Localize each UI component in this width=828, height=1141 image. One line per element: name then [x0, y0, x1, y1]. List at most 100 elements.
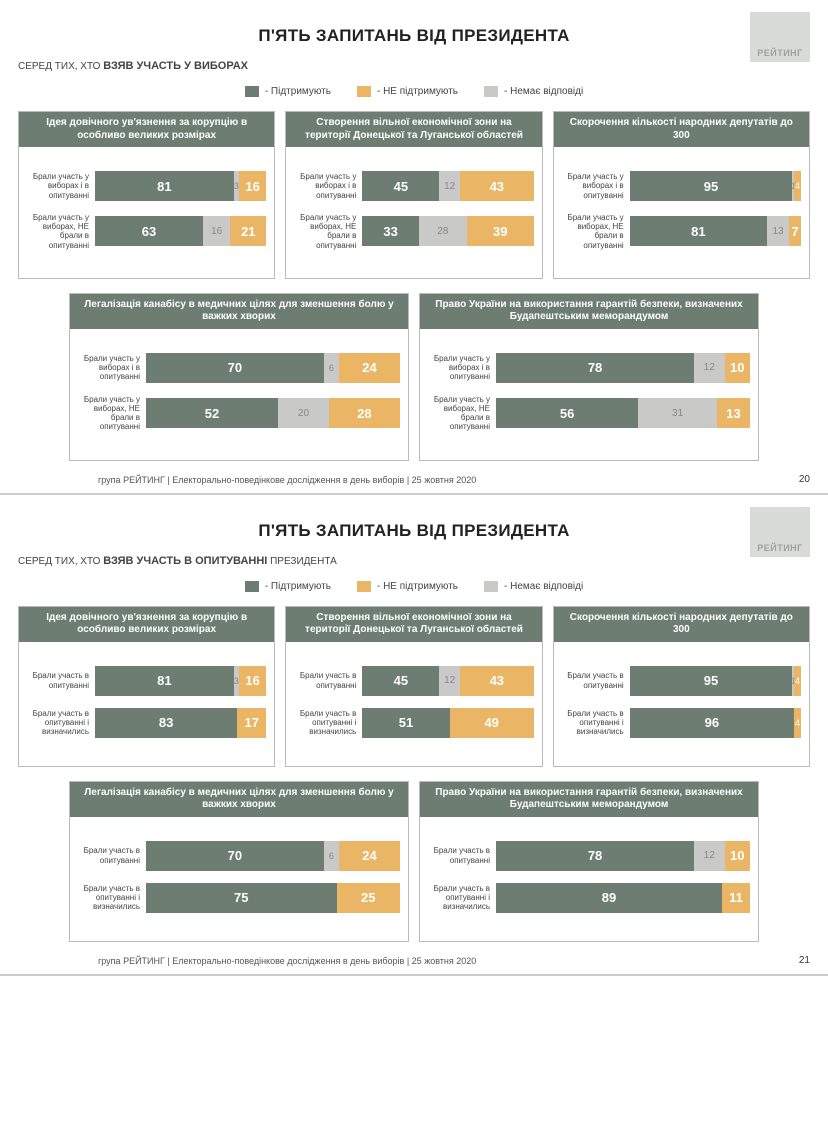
bar-row-label: Брали участь у виборах і в опитуванні — [558, 172, 630, 200]
swatch-support — [245, 86, 259, 97]
bar-row-label: Брали участь в опитуванні і визначились — [424, 884, 496, 912]
legend-support: - Підтримують — [245, 581, 331, 592]
bar-track: 70 6 24 — [146, 353, 400, 383]
bar-segment-neutral: 20 — [278, 398, 329, 428]
chart-title: Скорочення кількості народних депутатів … — [554, 112, 809, 147]
bar-segment-neutral: 12 — [694, 353, 724, 383]
bar-row-label: Брали участь в опитуванні і визначились — [74, 884, 146, 912]
chart-title: Право України на використання гарантій б… — [420, 294, 758, 329]
bar-track: 33 28 39 — [362, 216, 533, 246]
chart-body: Брали участь в опитуванні 81 3 16 Брали … — [19, 642, 274, 766]
bar-track: 95 1 4 — [630, 171, 801, 201]
bar-row-label: Брали участь у виборах і в опитуванні — [290, 172, 362, 200]
bar-segment-support: 52 — [146, 398, 278, 428]
bar-row: Брали участь у виборах, НЕ брали в опиту… — [23, 213, 266, 250]
bar-segment-support: 95 — [630, 666, 793, 696]
charts-row-bottom: Легалізація канабісу в медичних цілях дл… — [18, 293, 810, 461]
bar-segment-support: 45 — [362, 171, 439, 201]
bar-row: Брали участь в опитуванні і визначились … — [23, 708, 266, 738]
bar-segment-support: 75 — [146, 883, 337, 913]
bar-row: Брали участь у виборах, НЕ брали в опиту… — [558, 213, 801, 250]
bar-row-label: Брали участь в опитуванні — [558, 671, 630, 689]
bar-track: 83 17 — [95, 708, 266, 738]
swatch-support — [245, 581, 259, 592]
bar-segment-neutral: 12 — [694, 841, 724, 871]
bar-track: 96 4 — [630, 708, 801, 738]
bar-row: Брали участь у виборах, НЕ брали в опиту… — [424, 395, 750, 432]
bar-row-label: Брали участь в опитуванні і визначились — [558, 709, 630, 737]
bar-row: Брали участь у виборах і в опитуванні 70… — [74, 353, 400, 383]
chart-box: Ідея довічного ув'язнення за корупцію в … — [18, 606, 275, 767]
slide-subtitle: СЕРЕД ТИХ, ХТО ВЗЯВ УЧАСТЬ У ВИБОРАХ — [18, 60, 810, 72]
bar-row-label: Брали участь у виборах, НЕ брали в опиту… — [74, 395, 146, 432]
chart-title: Ідея довічного ув'язнення за корупцію в … — [19, 112, 274, 147]
legend-neutral: - Немає відповіді — [484, 581, 583, 592]
bar-row: Брали участь в опитуванні 70 6 24 — [74, 841, 400, 871]
swatch-oppose — [357, 86, 371, 97]
bar-segment-neutral: 6 — [324, 353, 339, 383]
charts-row-bottom: Легалізація канабісу в медичних цілях дл… — [18, 781, 810, 942]
chart-title: Легалізація канабісу в медичних цілях дл… — [70, 782, 408, 817]
bar-row-label: Брали участь в опитуванні — [424, 846, 496, 864]
bar-track: 56 31 13 — [496, 398, 750, 428]
bar-track: 78 12 10 — [496, 841, 750, 871]
bar-row: Брали участь в опитуванні і визначились … — [74, 883, 400, 913]
bar-row-label: Брали участь у виборах і в опитуванні — [74, 354, 146, 382]
bar-segment-neutral: 28 — [419, 216, 467, 246]
bar-segment-support: 70 — [146, 353, 324, 383]
slide-title: П'ЯТЬ ЗАПИТАНЬ ВІД ПРЕЗИДЕНТА — [18, 26, 810, 46]
bar-row: Брали участь в опитуванні і визначились … — [290, 708, 533, 738]
bar-row: Брали участь в опитуванні 45 12 43 — [290, 666, 533, 696]
chart-title: Створення вільної економічної зони на те… — [286, 607, 541, 642]
bar-row: Брали участь у виборах і в опитуванні 78… — [424, 353, 750, 383]
bar-row: Брали участь в опитуванні 81 3 16 — [23, 666, 266, 696]
bar-segment-support: 96 — [630, 708, 794, 738]
bar-segment-oppose: 10 — [725, 353, 750, 383]
bar-segment-support: 56 — [496, 398, 638, 428]
bar-segment-neutral: 12 — [439, 666, 460, 696]
logo-box: РЕЙТИНГ — [750, 507, 810, 557]
bar-segment-oppose: 24 — [339, 841, 400, 871]
chart-body: Брали участь у виборах і в опитуванні 45… — [286, 147, 541, 278]
bar-segment-oppose: 4 — [794, 666, 801, 696]
bar-segment-support: 81 — [630, 216, 767, 246]
chart-box: Право України на використання гарантій б… — [419, 781, 759, 942]
legend-support: - Підтримують — [245, 86, 331, 97]
chart-body: Брали участь в опитуванні 95 1 4 Брали у… — [554, 642, 809, 766]
bar-segment-oppose: 28 — [329, 398, 400, 428]
swatch-neutral — [484, 86, 498, 97]
bar-segment-oppose: 16 — [239, 666, 266, 696]
bar-segment-support: 95 — [630, 171, 793, 201]
chart-box: Створення вільної економічної зони на те… — [285, 111, 542, 279]
bar-track: 51 49 — [362, 708, 533, 738]
bar-row-label: Брали участь в опитуванні і визначились — [290, 709, 362, 737]
bar-row-label: Брали участь в опитуванні — [74, 846, 146, 864]
bar-row: Брали участь в опитуванні 78 12 10 — [424, 841, 750, 871]
bar-segment-support: 33 — [362, 216, 419, 246]
bar-segment-oppose: 4 — [794, 171, 801, 201]
bar-track: 78 12 10 — [496, 353, 750, 383]
chart-title: Ідея довічного ув'язнення за корупцію в … — [19, 607, 274, 642]
bar-segment-oppose: 11 — [722, 883, 750, 913]
bar-row-label: Брали участь у виборах і в опитуванні — [23, 172, 95, 200]
bar-segment-oppose: 49 — [450, 708, 534, 738]
chart-box: Скорочення кількості народних депутатів … — [553, 111, 810, 279]
bar-segment-support: 81 — [95, 666, 234, 696]
chart-box: Ідея довічного ув'язнення за корупцію в … — [18, 111, 275, 279]
bar-track: 70 6 24 — [146, 841, 400, 871]
legend: - Підтримують - НЕ підтримують - Немає в… — [18, 86, 810, 97]
bar-track: 89 11 — [496, 883, 750, 913]
bar-segment-support: 78 — [496, 353, 694, 383]
bar-track: 75 25 — [146, 883, 400, 913]
legend-neutral: - Немає відповіді — [484, 86, 583, 97]
bar-segment-oppose: 43 — [460, 666, 534, 696]
bar-row: Брали участь у виборах, НЕ брали в опиту… — [290, 213, 533, 250]
slide-footer: група РЕЙТИНГ | Електорально-поведінкове… — [18, 956, 810, 966]
legend: - Підтримують - НЕ підтримують - Немає в… — [18, 581, 810, 592]
bar-segment-oppose: 7 — [789, 216, 801, 246]
chart-box: Легалізація канабісу в медичних цілях дл… — [69, 781, 409, 942]
slide-subtitle: СЕРЕД ТИХ, ХТО ВЗЯВ УЧАСТЬ В ОПИТУВАННІ … — [18, 555, 810, 567]
charts-row-top: Ідея довічного ув'язнення за корупцію в … — [18, 111, 810, 279]
bar-segment-neutral: 13 — [767, 216, 789, 246]
page-number: 21 — [799, 955, 810, 966]
